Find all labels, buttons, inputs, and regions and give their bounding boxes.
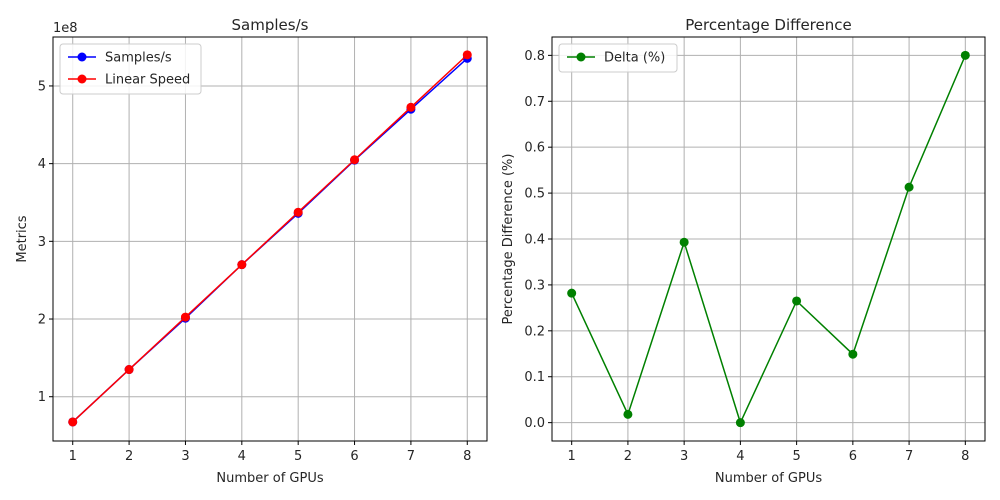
legend-marker: [77, 74, 87, 84]
y-tick-label: 2: [38, 313, 46, 328]
y-tick-label: 0.1: [524, 370, 545, 385]
data-point: [960, 50, 970, 60]
y-offset-text: 1e8: [53, 21, 78, 36]
x-tick-label: 7: [905, 449, 913, 464]
legend-box: [558, 43, 678, 73]
y-tick-label: 0.7: [524, 95, 545, 110]
data-point: [462, 50, 472, 60]
series-line-1: [72, 54, 468, 423]
x-tick-label: 6: [849, 449, 857, 464]
y-tick-label: 0.2: [524, 324, 545, 339]
x-tick-label: 7: [407, 449, 415, 464]
y-tick-label: 0.8: [524, 49, 545, 64]
x-tick-label: 5: [294, 449, 302, 464]
series-line-0: [571, 55, 967, 425]
x-tick-label: 2: [624, 449, 632, 464]
data-point: [904, 182, 914, 192]
y-tick-label: 0.6: [524, 141, 545, 156]
chart-title: Samples/s: [232, 16, 309, 34]
data-point: [68, 417, 78, 427]
data-point: [180, 312, 190, 322]
y-tick-label: 0.4: [524, 233, 545, 248]
y-tick-label: 0.5: [524, 187, 545, 202]
data-point: [293, 207, 303, 217]
data-point: [623, 409, 633, 419]
y-tick-label: 4: [38, 157, 46, 172]
x-tick-label: 4: [736, 449, 744, 464]
legend-marker: [77, 52, 87, 62]
data-point: [679, 237, 689, 247]
plot-frame: [52, 36, 488, 442]
data-point: [567, 288, 577, 298]
data-point: [124, 365, 134, 375]
x-tick-label: 6: [350, 449, 358, 464]
percentage-difference-chart: 1 2 3 4 5 6 7 8 0.0 0.1 0.2 0.3 0.4 0.5 0.6 0.7 0.8 Perce…: [501, 16, 986, 486]
x-tick-label: 8: [961, 449, 969, 464]
x-tick-label: 1: [69, 449, 77, 464]
y-tick-label: 0.3: [524, 278, 545, 293]
data-point: [237, 260, 247, 270]
legend-label: Delta (%): [604, 51, 665, 66]
chart-title: Percentage Difference: [685, 16, 851, 34]
y-axis-label: Percentage Difference (%): [501, 154, 516, 325]
x-tick-label: 5: [792, 449, 800, 464]
y-tick-label: 5: [38, 79, 46, 94]
samples-per-second-chart: 1 2 3 4 5 6 7 8 1 2 3 4 5 Samples/s Number of GPUs Metr…: [15, 16, 488, 486]
legend-label: Linear Speed: [105, 73, 190, 88]
x-tick-label: 4: [238, 449, 246, 464]
x-tick-label: 2: [125, 449, 133, 464]
x-tick-label: 3: [680, 449, 688, 464]
data-point: [792, 296, 802, 306]
legend-marker: [576, 52, 586, 62]
x-tick-label: 3: [181, 449, 189, 464]
data-point: [735, 418, 745, 428]
x-axis-label: Number of GPUs: [715, 471, 822, 486]
data-point: [848, 349, 858, 359]
y-tick-label: 0.0: [524, 416, 545, 431]
y-tick-label: 1: [38, 390, 46, 405]
legend-label: Samples/s: [105, 51, 172, 66]
y-tick-label: 3: [38, 235, 46, 250]
data-point: [350, 155, 360, 165]
y-axis-label: Metrics: [15, 215, 30, 262]
plot-frame: [551, 36, 986, 442]
x-axis-label: Number of GPUs: [216, 471, 323, 486]
x-tick-label: 8: [463, 449, 471, 464]
data-point: [406, 102, 416, 112]
x-tick-label: 1: [568, 449, 576, 464]
